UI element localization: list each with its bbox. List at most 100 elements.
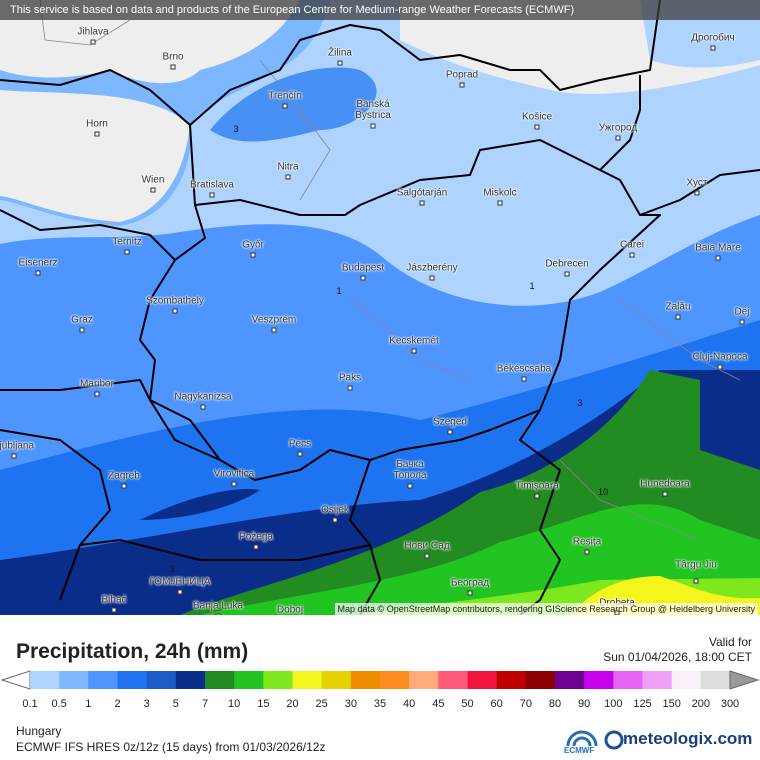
- scale-label: 30: [344, 698, 357, 710]
- country-border: [0, 429, 111, 601]
- city-label: Veszprém: [251, 314, 297, 326]
- city-marker: [629, 252, 635, 258]
- city-marker: [521, 376, 527, 382]
- city-marker: [360, 275, 366, 281]
- city-marker: [79, 327, 85, 333]
- scale-label: 0.5: [51, 698, 67, 710]
- city-marker: [90, 39, 96, 45]
- city-label: Ужгород: [598, 122, 638, 134]
- city-marker: [124, 249, 130, 255]
- city-marker: [347, 385, 353, 391]
- scale-box: [438, 671, 468, 689]
- scale-box: [321, 671, 352, 689]
- city-marker: [564, 271, 570, 277]
- city-label: Banská Bystrica: [355, 99, 391, 121]
- city-marker: [170, 64, 176, 70]
- scale-label: 100: [604, 698, 623, 710]
- city-label: Дрогобич: [691, 32, 735, 44]
- city-label: Nitra: [277, 161, 299, 173]
- scale-box: [117, 671, 148, 689]
- contour-label: 3: [233, 124, 239, 134]
- city-marker: [710, 45, 716, 51]
- scale-arrow-low: [0, 670, 31, 690]
- scale-label: 125: [633, 698, 652, 710]
- scale-box: [292, 671, 323, 689]
- city-label: Jászberény: [406, 262, 458, 274]
- city-label: Carei: [620, 239, 644, 251]
- city-label: Salgótarján: [396, 187, 448, 199]
- city-label: Бачка Топола: [393, 459, 427, 481]
- city-marker: [111, 607, 117, 613]
- no-precip-area: [0, 90, 190, 222]
- city-label: Bratislava: [190, 179, 234, 191]
- city-label: Poprad: [445, 69, 479, 81]
- contour-label: 1: [336, 286, 342, 296]
- ecmwf-arc: [572, 736, 592, 747]
- scale-box: [146, 671, 177, 689]
- scale-box: [671, 671, 702, 689]
- country-border: [189, 0, 661, 126]
- city-marker: [297, 451, 303, 457]
- no-precip-area: [0, 0, 300, 84]
- city-label: Szeged: [433, 416, 467, 428]
- contour-label: 3: [169, 564, 175, 574]
- city-label: Zagreb: [108, 470, 140, 482]
- country-border: [599, 75, 641, 171]
- city-label: Paks: [338, 372, 362, 384]
- scale-label: 35: [373, 698, 387, 710]
- city-label: Београд: [450, 577, 490, 589]
- city-label: Budapest: [341, 262, 385, 274]
- scale-label: 60: [490, 698, 503, 710]
- city-marker: [332, 517, 338, 523]
- scale-box: [525, 671, 556, 689]
- map: Jihlava Brno Žilina Poprad Дрогобич Trenčín Ba…: [0, 0, 760, 615]
- city-marker: [121, 483, 127, 489]
- city-label: Győr: [242, 239, 264, 251]
- city-marker: [250, 252, 256, 258]
- city-marker: [424, 553, 430, 559]
- city-marker: [177, 589, 183, 595]
- city-marker: [419, 200, 425, 206]
- city-label: Timișoara: [515, 480, 559, 492]
- meteologix-icon: [604, 730, 624, 750]
- brand: meteologix.com: [623, 729, 753, 748]
- city-label: Trenčín: [268, 90, 302, 102]
- city-marker: [337, 60, 343, 66]
- city-marker: [172, 308, 178, 314]
- country-border: [0, 379, 151, 401]
- region-name: Hungary: [16, 724, 62, 738]
- region-borders: [39, 0, 741, 541]
- scale-box: [175, 671, 206, 689]
- city-label: Debrecen: [545, 258, 589, 270]
- city-label: Eisenerz: [18, 257, 58, 269]
- city-marker: [285, 174, 291, 180]
- city-marker: [662, 491, 668, 497]
- scale-label: 2: [114, 698, 121, 710]
- region-border: [619, 299, 741, 381]
- scale-label: 40: [403, 698, 416, 710]
- scale-label: 70: [519, 698, 532, 710]
- scale-label: 1: [85, 698, 92, 710]
- scale-box: [409, 671, 439, 689]
- city-label: Nagykanizsa: [174, 391, 232, 403]
- city-marker: [200, 404, 206, 410]
- scale-label: 300: [720, 698, 740, 710]
- valid-time: Sun 01/04/2026, 18:00 CET: [603, 650, 752, 664]
- city-marker: [615, 135, 621, 141]
- city-marker: [11, 453, 17, 459]
- city-label: Cluj-Napoca: [692, 351, 748, 363]
- scale-box: [584, 671, 614, 689]
- city-marker: [739, 319, 745, 325]
- city-marker: [675, 314, 681, 320]
- city-label: Virovitica: [213, 468, 255, 480]
- scale-box: [59, 671, 89, 689]
- city-marker: [429, 275, 435, 281]
- city-label: Pécs: [288, 438, 312, 450]
- city-marker: [35, 270, 41, 276]
- city-marker: [694, 190, 700, 196]
- city-label: Reșița: [572, 536, 602, 548]
- scale-box: [88, 671, 118, 689]
- city-marker: [497, 200, 503, 206]
- valid-label: Valid for: [708, 635, 752, 649]
